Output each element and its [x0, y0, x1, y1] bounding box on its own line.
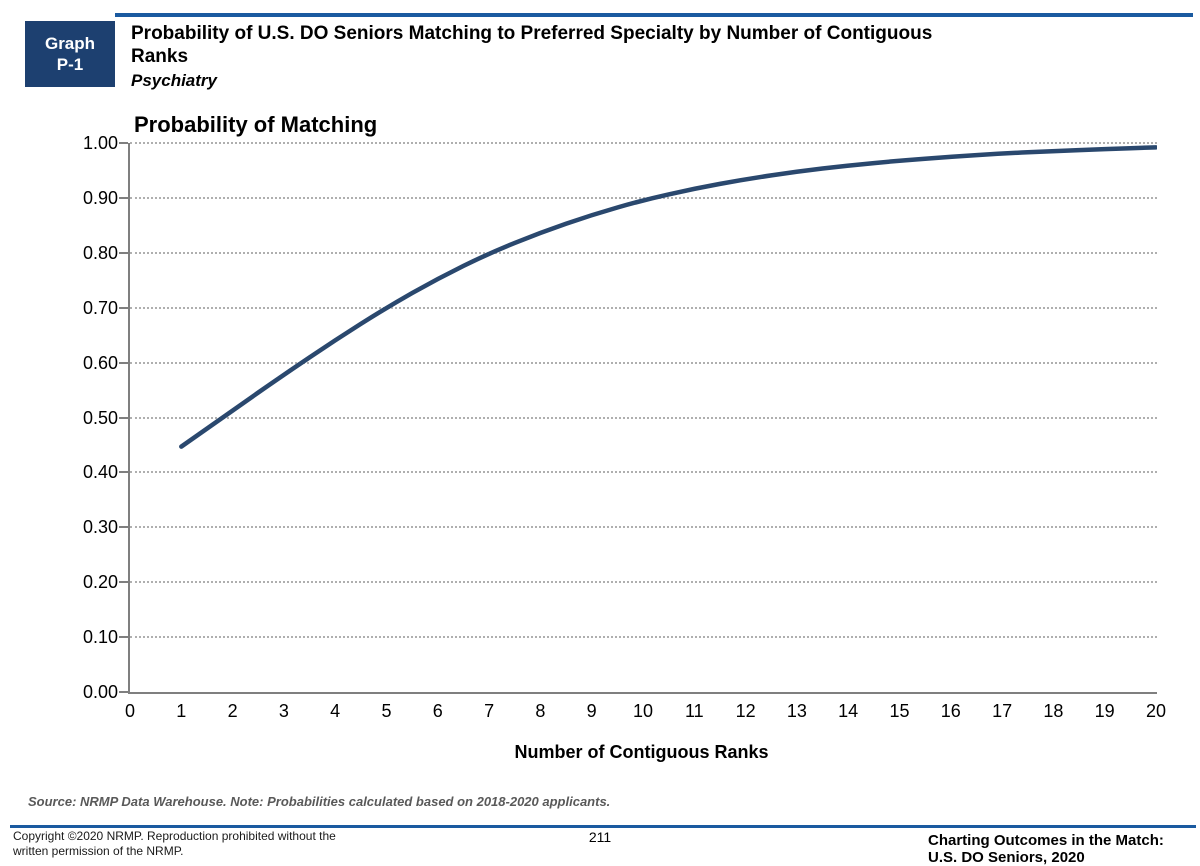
y-gridline — [130, 196, 1157, 199]
y-axis-title: Probability of Matching — [134, 112, 378, 137]
y-gridline — [130, 416, 1157, 419]
y-axis-tick — [119, 581, 128, 584]
page-title-line-2: Ranks — [131, 46, 189, 67]
y-gridline — [130, 142, 1157, 144]
copyright-line-2: written permission of the NRMP. — [13, 844, 184, 858]
y-gridline — [130, 526, 1157, 529]
x-tick-label: 10 — [632, 701, 654, 721]
y-gridline — [130, 251, 1157, 254]
x-tick-label: 1 — [176, 701, 187, 721]
y-gridline — [130, 581, 1157, 584]
y-axis-tick — [119, 471, 128, 474]
y-gridline — [130, 636, 1157, 639]
publication-line-2: U.S. DO Seniors, 2020 — [928, 849, 1085, 866]
y-tick-label: 0.80 — [82, 242, 118, 263]
x-axis: 0 1 2 3 4 5 6 7 8 9 10 11 12 13 14 15 16 17 18 19 20 — [125, 701, 1166, 725]
x-tick-label: 0 — [124, 701, 135, 721]
copyright-notice: Copyright ©2020 NRMP. Reproduction prohi… — [13, 829, 336, 859]
y-tick-label: 0.90 — [82, 187, 118, 208]
probability-curve — [179, 145, 1157, 449]
y-axis: 0.00 0.10 0.20 0.30 0.40 0.50 0.60 0.70 0.80 0.90… — [0, 133, 128, 702]
y-tick-label: 0.60 — [82, 352, 118, 373]
y-axis-tick — [119, 636, 128, 639]
page-title-line-1: Probability of U.S. DO Seniors Matching … — [131, 23, 933, 44]
y-axis-tick — [119, 142, 128, 144]
footer-rule — [10, 825, 1196, 828]
x-tick-label: 3 — [278, 701, 289, 721]
graph-badge-number: P-1 — [56, 55, 84, 74]
x-tick-label: 17 — [992, 701, 1013, 721]
page-number: 211 — [588, 829, 612, 845]
y-tick-label: 0.50 — [82, 407, 118, 428]
y-tick-label: 0.70 — [82, 297, 118, 318]
copyright-line-1: Copyright ©2020 NRMP. Reproduction prohi… — [13, 829, 336, 843]
y-axis-tick — [119, 691, 128, 693]
x-tick-label: 7 — [484, 701, 495, 721]
x-tick-label: 6 — [432, 701, 443, 721]
y-tick-label: 0.20 — [82, 572, 118, 593]
y-tick-label: 0.40 — [82, 462, 118, 483]
header-rule — [115, 13, 1193, 17]
y-axis-tick — [119, 416, 128, 419]
x-tick-label: 20 — [1145, 701, 1167, 721]
x-tick-label: 19 — [1094, 701, 1115, 721]
x-tick-label: 2 — [227, 701, 238, 721]
y-axis-tick — [119, 251, 128, 254]
y-tick-label: 0.00 — [82, 682, 118, 702]
publication-line-1: Charting Outcomes in the Match: — [928, 832, 1164, 849]
x-tick-label: 9 — [586, 701, 597, 721]
x-axis-title: Number of Contiguous Ranks — [514, 742, 769, 762]
probability-curve-svg — [179, 145, 1157, 449]
y-axis-tick — [119, 361, 128, 364]
y-gridline — [130, 361, 1157, 364]
y-gridline — [130, 471, 1157, 474]
x-tick-label: 15 — [889, 701, 910, 721]
y-axis-tick — [119, 196, 128, 199]
page-title: Probability of U.S. DO Seniors Matching … — [131, 22, 932, 91]
x-tick-label: 8 — [535, 701, 546, 721]
y-tick-label: 0.30 — [82, 517, 118, 538]
x-tick-label: 13 — [786, 701, 807, 721]
y-gridline — [130, 306, 1157, 309]
y-tick-label: 0.10 — [82, 627, 118, 648]
source-note: Source: NRMP Data Warehouse. Note: Proba… — [28, 794, 611, 809]
graph-number-badge: Graph P-1 — [25, 21, 115, 87]
x-tick-label: 12 — [735, 701, 756, 721]
y-tick-label: 1.00 — [82, 133, 118, 153]
y-axis-tick — [119, 526, 128, 529]
x-tick-label: 5 — [381, 701, 392, 721]
graph-badge-word: Graph — [44, 34, 96, 53]
x-tick-label: 4 — [330, 701, 341, 721]
y-axis-tick — [119, 306, 128, 309]
plot-area — [128, 142, 1157, 694]
x-tick-label: 16 — [940, 701, 961, 721]
specialty-subtitle: Psychiatry — [131, 71, 217, 90]
x-tick-label: 18 — [1043, 701, 1064, 721]
x-tick-label: 14 — [838, 701, 859, 721]
x-tick-label: 11 — [684, 701, 704, 721]
